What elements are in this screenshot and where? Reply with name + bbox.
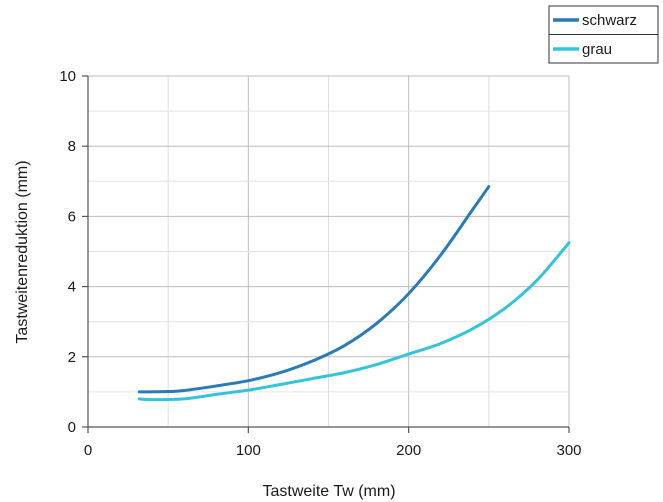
x-tick-label-100: 100 bbox=[236, 442, 261, 459]
x-tick-label-200: 200 bbox=[396, 442, 421, 459]
series-lines bbox=[137, 185, 571, 402]
legend: schwarz grau bbox=[548, 5, 659, 64]
legend-label-grau: grau bbox=[582, 41, 612, 58]
y-tick-label-10: 10 bbox=[59, 68, 76, 85]
series-line-schwarz bbox=[137, 185, 491, 394]
legend-label-schwarz: schwarz bbox=[582, 12, 637, 29]
series-line-grau bbox=[137, 241, 571, 402]
y-tick-label-0: 0 bbox=[68, 419, 76, 436]
y-tick-label-8: 8 bbox=[68, 138, 76, 155]
grid-lines bbox=[88, 75, 570, 427]
x-tick-label-300: 300 bbox=[556, 442, 581, 459]
y-tick-label-4: 4 bbox=[68, 279, 76, 296]
x-axis-label: Tastweite Tw (mm) bbox=[262, 483, 395, 500]
y-axis-label: Tastweitenreduktion (mm) bbox=[14, 160, 31, 343]
x-tick-label-0: 0 bbox=[84, 442, 92, 459]
ticks: 0 100 200 300 0 2 4 6 8 10 bbox=[59, 68, 581, 459]
y-tick-label-6: 6 bbox=[68, 208, 76, 225]
axes bbox=[87, 76, 569, 428]
y-tick-label-2: 2 bbox=[68, 349, 76, 366]
